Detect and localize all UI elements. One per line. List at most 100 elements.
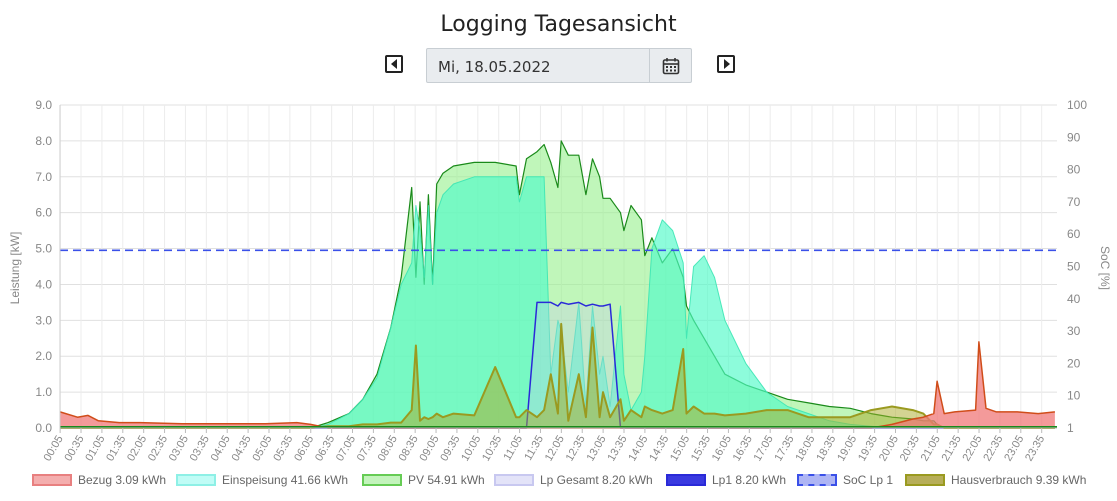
legend-item-soc-lp-1[interactable]: SoC Lp 1 (797, 473, 893, 487)
x-tick-label: 17:05 (752, 434, 776, 464)
y2-axis-label: SoC [%] (1098, 246, 1112, 290)
y-axis-label: Leistung [kW] (8, 232, 22, 305)
legend-swatch (666, 474, 706, 486)
legend-label: Hausverbrauch 9.39 kWh (951, 473, 1087, 487)
x-tick-label: 18:05 (793, 434, 817, 464)
x-tick-label: 22:05 (960, 434, 984, 464)
x-tick-label: 23:35 (1023, 434, 1047, 464)
legend-swatch (362, 474, 402, 486)
x-tick-label: 02:05 (125, 434, 149, 464)
x-tick-label: 10:05 (459, 434, 483, 464)
x-tick-label: 05:35 (271, 434, 295, 464)
legend-label: Lp Gesamt 8.20 kWh (540, 473, 653, 487)
x-tick-label: 09:05 (417, 434, 441, 464)
y2-tick-label: 100 (1067, 98, 1087, 112)
y2-tick-label: 20 (1067, 356, 1081, 370)
next-day-button[interactable] (717, 55, 735, 73)
y2-tick-label: 90 (1067, 130, 1081, 144)
legend-item-hausverbrauch[interactable]: Hausverbrauch 9.39 kWh (905, 473, 1086, 487)
y-tick-label: 6.0 (35, 206, 52, 220)
x-tick-label: 07:05 (334, 434, 358, 464)
x-tick-label: 21:05 (919, 434, 943, 464)
legend-swatch (176, 474, 216, 486)
x-tick-label: 13:05 (585, 434, 609, 464)
x-tick-label: 00:05 (42, 434, 66, 464)
x-tick-label: 14:35 (647, 434, 671, 464)
x-tick-label: 01:05 (83, 434, 107, 464)
x-tick-label: 21:35 (940, 434, 964, 464)
x-tick-label: 08:35 (397, 434, 421, 464)
x-tick-label: 12:05 (543, 434, 567, 464)
series-area-pv (60, 140, 1055, 428)
x-tick-label: 20:05 (877, 434, 901, 464)
legend-label: SoC Lp 1 (843, 473, 894, 487)
y2-tick-label: 50 (1067, 260, 1081, 274)
x-tick-label: 07:35 (355, 434, 379, 464)
y-tick-label: 8.0 (35, 134, 52, 148)
legend-item-lp-gesamt[interactable]: Lp Gesamt 8.20 kWh (494, 473, 653, 487)
x-tick-label: 20:35 (898, 434, 922, 464)
y2-tick-label: 10 (1067, 389, 1081, 403)
legend-swatch (494, 474, 534, 486)
x-tick-label: 04:35 (230, 434, 254, 464)
y2-tick-label: 60 (1067, 227, 1081, 241)
calendar-button[interactable] (649, 49, 691, 82)
y-tick-label: 1.0 (35, 385, 52, 399)
x-tick-label: 01:35 (104, 434, 128, 464)
y-tick-label: 7.0 (35, 170, 52, 184)
y-tick-label: 9.0 (35, 98, 52, 112)
x-tick-label: 13:35 (605, 434, 629, 464)
x-tick-label: 08:05 (376, 434, 400, 464)
series-area-bezug (60, 341, 1055, 428)
series-area-lp-gesamt (60, 302, 1055, 428)
legend-swatch (32, 474, 72, 486)
legend-item-pv[interactable]: PV 54.91 kWh (362, 473, 485, 487)
y2-tick-label: 40 (1067, 292, 1081, 306)
series-area-einspeisung (60, 176, 1055, 428)
date-input[interactable]: Mi, 18.05.2022 (438, 58, 551, 76)
x-tick-label: 10:35 (480, 434, 504, 464)
x-tick-label: 05:05 (250, 434, 274, 464)
x-tick-label: 18:35 (814, 434, 838, 464)
series-line-hausverbrauch (60, 322, 1055, 429)
prev-day-button[interactable] (385, 55, 403, 73)
x-tick-label: 23:05 (1002, 434, 1026, 464)
y-tick-label: 3.0 (35, 313, 52, 327)
x-tick-label: 16:35 (731, 434, 755, 464)
x-tick-label: 02:35 (146, 434, 170, 464)
date-picker[interactable]: Mi, 18.05.2022 (426, 48, 692, 83)
y2-tick-label: 30 (1067, 324, 1081, 338)
x-tick-label: 14:05 (626, 434, 650, 464)
page-title: Logging Tagesansicht (440, 12, 677, 37)
caret-right-icon (723, 59, 730, 69)
x-tick-label: 15:35 (689, 434, 713, 464)
legend-label: Bezug 3.09 kWh (78, 473, 167, 487)
x-tick-label: 19:35 (856, 434, 880, 464)
caret-left-icon (390, 59, 397, 69)
chart-legend: Bezug 3.09 kWh Einspeisung 41.66 kWh PV 54… (0, 473, 1117, 493)
y2-tick-label: 70 (1067, 195, 1081, 209)
x-tick-label: 00:35 (62, 434, 86, 464)
legend-label: Einspeisung 41.66 kWh (222, 473, 349, 487)
y-tick-label: 4.0 (35, 277, 52, 291)
x-tick-label: 06:05 (292, 434, 316, 464)
y-tick-label: 0.0 (35, 421, 52, 435)
x-tick-label: 15:05 (668, 434, 692, 464)
x-tick-label: 03:35 (188, 434, 212, 464)
legend-item-bezug[interactable]: Bezug 3.09 kWh (32, 473, 166, 487)
calendar-icon (662, 57, 679, 74)
legend-item-einspeisung[interactable]: Einspeisung 41.66 kWh (176, 473, 348, 487)
x-tick-label: 06:35 (313, 434, 337, 464)
legend-swatch (905, 474, 945, 486)
x-tick-label: 12:35 (564, 434, 588, 464)
x-tick-label: 09:35 (438, 434, 462, 464)
x-tick-label: 04:05 (209, 434, 233, 464)
y2-tick-label: 1 (1067, 421, 1074, 435)
y-tick-label: 2.0 (35, 349, 52, 363)
legend-label: PV 54.91 kWh (408, 473, 485, 487)
x-tick-label: 03:05 (167, 434, 191, 464)
legend-label: Lp1 8.20 kWh (712, 473, 787, 487)
legend-item-lp1[interactable]: Lp1 8.20 kWh (666, 473, 786, 487)
x-tick-label: 22:35 (981, 434, 1005, 464)
legend-swatch (797, 474, 837, 486)
